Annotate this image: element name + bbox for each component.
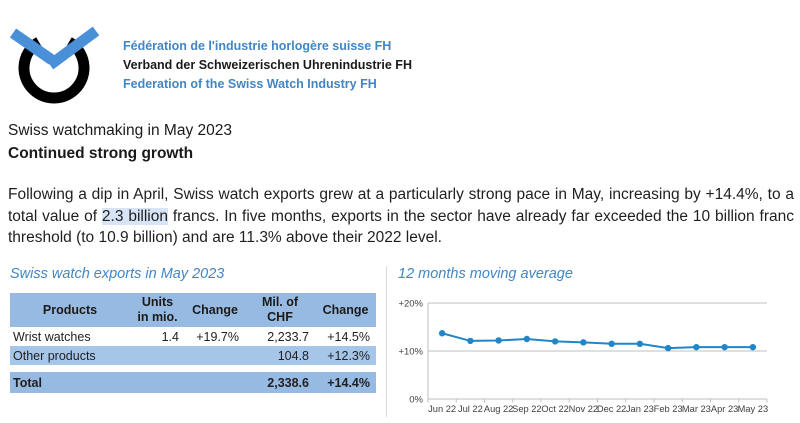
chart-x-tick-label: Jan 23 — [626, 404, 654, 414]
chart-data-point — [664, 344, 672, 352]
chart-data-point — [693, 343, 700, 351]
chart-x-tick-label: Sep 22 — [512, 404, 541, 414]
chart-y-tick-label: +10% — [398, 347, 423, 358]
chart-data-point — [608, 340, 615, 347]
cell-chf: 2,338.6 — [245, 372, 315, 393]
col-header-change-chf: Change — [315, 293, 376, 327]
cell-change-chf: +14.4% — [315, 372, 376, 393]
cell-change-units — [185, 346, 245, 365]
org-name-block: Fédération de l'industrie horlogère suis… — [123, 37, 412, 94]
cell-change-units — [185, 372, 245, 393]
title-headline: Continued strong growth — [8, 145, 194, 162]
chart-x-tick-label: May 23 — [738, 404, 769, 414]
col-header-units-line1: Units — [141, 295, 174, 309]
col-header-chf: Mil. of CHF — [245, 293, 315, 327]
chart-data-point — [749, 343, 757, 351]
exports-table: Products Units in mio. Change Mil. of CH… — [10, 293, 376, 393]
logo-long-hand — [46, 26, 100, 70]
highlighted-text: 2.3 billion — [101, 207, 168, 225]
watch-logo-icon — [9, 26, 100, 104]
col-header-change-units: Change — [185, 293, 245, 327]
body-paragraph: Following a dip in April, Swiss watch ex… — [8, 184, 794, 249]
chart-series-line — [441, 332, 753, 350]
chart-data-point — [636, 340, 644, 347]
paragraph-text-after: francs. In five months, exports in the s… — [8, 207, 794, 247]
chart-data-point — [721, 343, 728, 351]
col-header-chf-line2: CHF — [267, 310, 293, 324]
logo-arc — [18, 37, 90, 104]
cell-chf: 2,233.7 — [245, 327, 315, 346]
chart-x-tick-label: Jun 22 — [428, 404, 456, 414]
chart-x-tick-label: Mar 23 — [682, 404, 711, 414]
chart-data-point — [438, 330, 446, 337]
chart-data-point — [523, 335, 531, 343]
chart-data-point — [467, 337, 474, 345]
chart-x-tick-label: Nov 22 — [569, 404, 598, 414]
cell-product: Wrist watches — [10, 327, 130, 346]
org-line-en: Federation of the Swiss Watch Industry F… — [123, 77, 377, 91]
chart-x-tick-label: Apr 23 — [711, 404, 738, 414]
cell-change-units: +19.7% — [185, 327, 245, 346]
fh-logo — [8, 20, 103, 112]
chart-data-point — [580, 339, 587, 346]
col-header-products: Products — [10, 293, 130, 327]
cell-product: Total — [10, 372, 130, 393]
chart-data-point — [551, 338, 559, 345]
cell-product: Other products — [10, 346, 130, 365]
cell-change-chf: +14.5% — [315, 327, 376, 346]
chart-x-tick-label: Feb 23 — [654, 404, 683, 414]
table-header-row: Products Units in mio. Change Mil. of CH… — [10, 293, 376, 327]
org-line-fr: Fédération de l'industrie horlogère suis… — [123, 39, 392, 53]
cell-units: 1.4 — [130, 327, 185, 346]
chart-section-title: 12 months moving average — [398, 266, 573, 282]
section-divider — [386, 266, 387, 417]
table-section-title: Swiss watch exports in May 2023 — [10, 266, 225, 282]
chart-data-point — [495, 337, 502, 344]
chart-x-tick-label: Dec 22 — [597, 404, 626, 414]
org-line-de: Verband der Schweizerischen Uhrenindustr… — [123, 58, 412, 72]
document-title: Swiss watchmaking in May 2023 Continued … — [8, 119, 232, 165]
cell-units — [130, 346, 185, 365]
title-subject: Swiss watchmaking in May 2023 — [8, 122, 232, 139]
col-header-chf-line1: Mil. of — [261, 295, 299, 309]
col-header-units: Units in mio. — [130, 293, 185, 327]
cell-change-chf: +12.3% — [315, 346, 376, 365]
table-spacer-row — [10, 365, 376, 372]
chart-x-tick-label: Jul 22 — [458, 404, 483, 414]
logo-short-hand — [9, 28, 56, 65]
cell-units — [130, 372, 185, 393]
col-header-units-line2: in mio. — [137, 310, 178, 324]
cell-chf: 104.8 — [245, 346, 315, 365]
chart-x-tick-label: Oct 22 — [541, 404, 568, 414]
chart-y-tick-label: +20% — [398, 299, 423, 310]
table-row-total: Total 2,338.6 +14.4% — [10, 372, 376, 393]
table-row-other-products: Other products 104.8 +12.3% — [10, 346, 376, 365]
chart-y-tick-label: 0% — [409, 395, 423, 406]
table-row-wrist-watches: Wrist watches 1.4 +19.7% 2,233.7 +14.5% — [10, 327, 376, 346]
chart-x-tick-label: Aug 22 — [484, 404, 513, 414]
paragraph-text-before: Following a dip in April, Swiss watch ex… — [8, 186, 794, 225]
